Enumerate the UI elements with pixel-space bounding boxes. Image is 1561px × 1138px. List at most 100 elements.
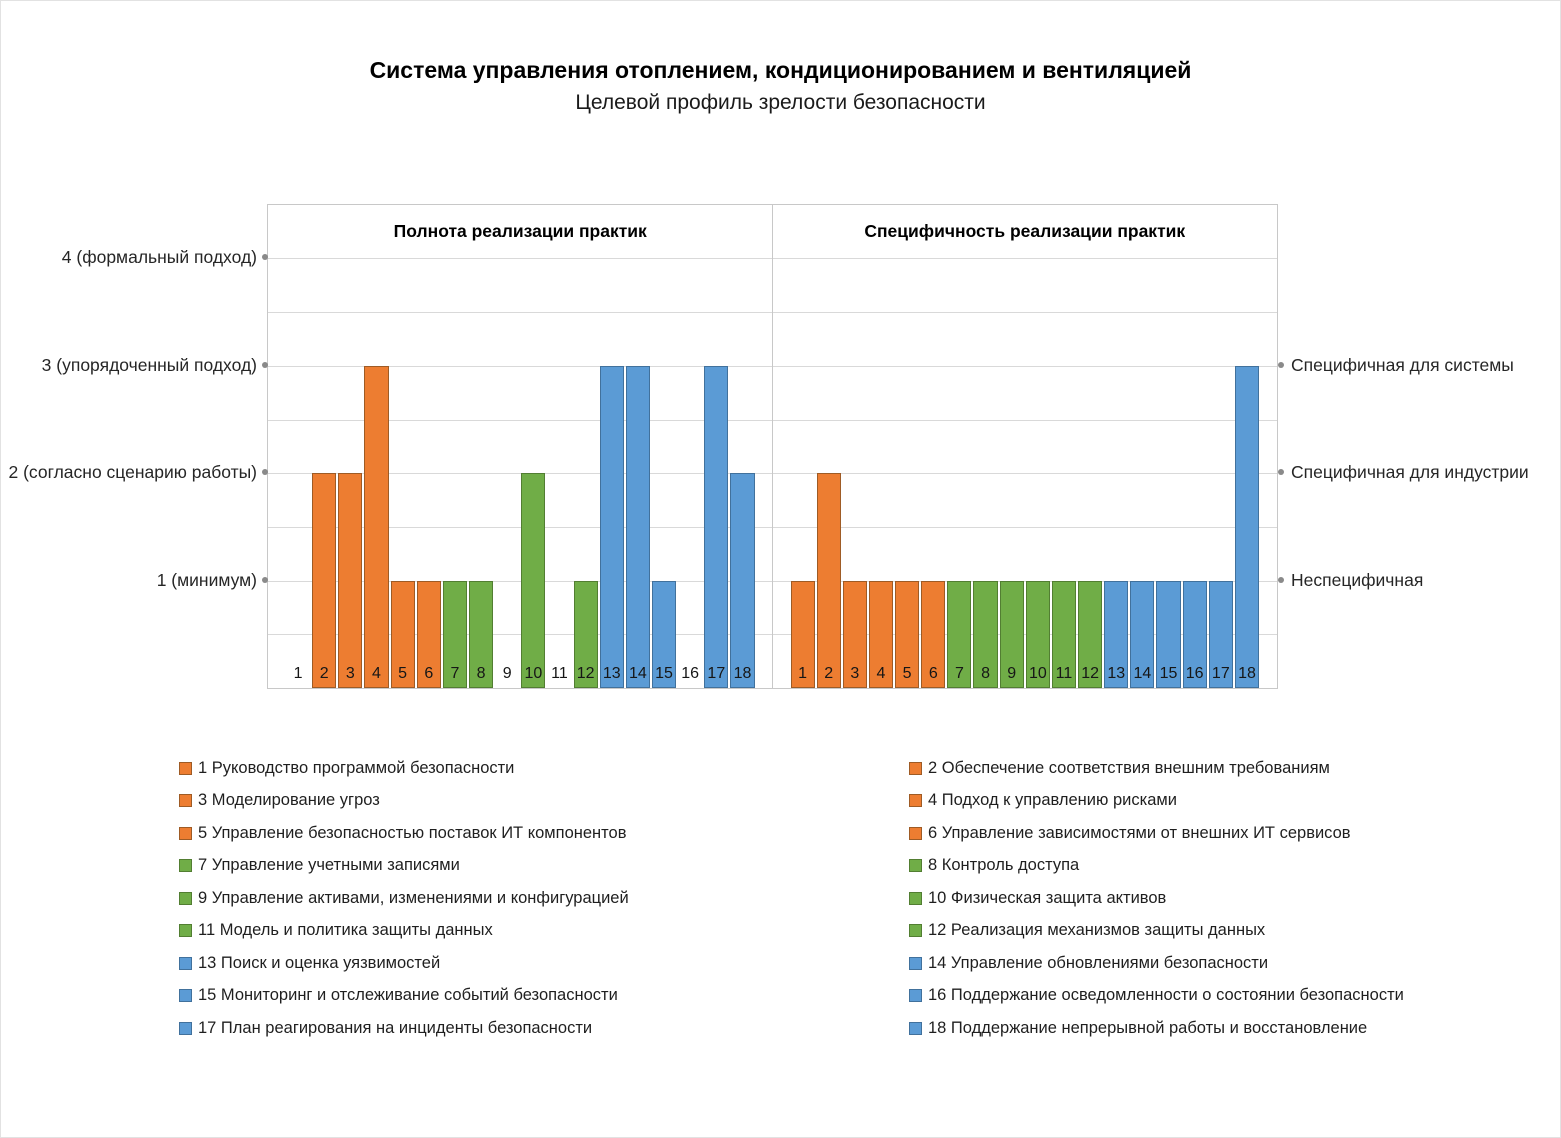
x-tick-label: 6 [424,665,434,682]
legend-item-13: 13 Поиск и оценка уязвимостей [179,954,440,972]
legend-label: 16 Поддержание осведомленности о состоян… [928,986,1404,1004]
bar-panel2-practice17 [1208,580,1233,688]
legend-label: 13 Поиск и оценка уязвимостей [198,953,441,972]
x-tick-label: 17 [1211,665,1230,682]
category-slot: 18 [1234,205,1260,688]
category-slot: 14 [1129,205,1155,688]
legend-swatch [909,859,922,872]
x-tick-label: 16 [681,665,700,682]
x-tick-label: 6 [928,665,938,682]
legend-swatch [909,794,922,807]
legend-item-3: 3 Моделирование угроз [179,791,380,810]
bar-panel2-practice3 [842,580,867,688]
legend-item-6: 6 Управление зависимостями от внешних ИТ… [909,824,1351,842]
bar-panel2-practice5 [895,580,920,688]
category-slot: 4 [363,205,389,688]
axis-tick-dot [262,576,268,583]
legend-swatch [179,956,192,970]
panel-headers: Полнота реализации практик Специфичность… [268,205,1277,258]
bar-panel1-practice15 [651,580,677,688]
axis-tick-dot [1278,469,1284,476]
category-slot: 2 [311,205,337,688]
legend-swatch [179,826,192,840]
x-tick-label: 3 [345,665,355,682]
bar-panel1-practice10 [521,473,546,688]
category-slot: 7 [946,205,972,688]
legend-swatch [179,1021,192,1035]
category-slot: 9 [999,205,1025,688]
legend-item-10: 10 Физическая защита активов [909,889,1166,907]
x-tick-label: 9 [502,665,512,682]
legend-swatch [179,859,192,872]
bar-panel1-practice17 [704,365,729,688]
bar-panel1-practice5 [390,580,415,688]
x-tick-label: 12 [1081,665,1100,682]
x-tick-label: 1 [798,665,808,682]
y-axis-label-right: Специфичная для системы [1291,354,1514,375]
bar-panel1-practice3 [338,473,363,688]
x-tick-label: 8 [476,665,486,682]
bar-panel1-practice8 [468,580,494,688]
y-axis-label-left: 3 (упорядоченный подход) [41,354,257,375]
legend-item-12: 12 Реализация механизмов защиты данных [909,921,1266,940]
x-tick-label: 11 [551,665,568,682]
x-tick-label: 7 [450,665,460,682]
legend-swatch [179,989,192,1002]
legend-item-14: 14 Управление обновлениями безопасности [909,954,1268,972]
x-tick-label: 1 [293,665,303,682]
legend-label: 17 План реагирования на инциденты безопа… [198,1018,593,1037]
legend-swatch [179,924,192,937]
x-tick-label: 18 [733,665,752,682]
bar-panel2-practice8 [973,580,998,688]
bar-panel1-practice2 [312,473,337,688]
x-tick-label: 2 [824,665,834,682]
category-slot: 9 [494,205,520,688]
legend-label: 12 Реализация механизмов защиты данных [928,921,1266,939]
category-slot: 3 [337,205,363,688]
category-slot: 15 [1155,205,1181,688]
plot-area: 1 2 3 4 5 6 7 8 9 10 11 12 13 14 15 16 17 18 1 2 3 4 5 6 7 8 9 10 1… [267,204,1278,689]
x-tick-label: 11 [1055,665,1073,682]
x-tick-label: 9 [1007,665,1017,682]
legend-label: 2 Обеспечение соответствия внешним требо… [928,758,1330,777]
x-tick-label: 16 [1185,665,1204,682]
x-tick-label: 14 [629,665,647,682]
x-tick-label: 15 [655,665,673,682]
legend-label: 1 Руководство программой безопасности [198,758,515,777]
legend-item-5: 5 Управление безопасностью поставок ИТ к… [179,824,626,842]
category-slot: 12 [573,205,599,688]
legend-item-9: 9 Управление активами, изменениями и кон… [179,889,629,907]
panel-header-completeness: Полнота реализации практик [393,221,647,241]
legend-swatch [909,956,922,970]
y-axis-label-left: 4 (формальный подход) [61,247,257,268]
category-slot: 13 [599,205,625,688]
bar-panel1-practice14 [625,365,650,688]
bar-panel2-practice16 [1182,580,1207,688]
axis-tick-dot [262,254,268,261]
category-slot: 6 [920,205,946,688]
bar-panel2-practice9 [999,580,1024,688]
category-slot: 12 [1077,205,1103,688]
bar-panel2-practice2 [816,473,841,688]
panels-layer: 1 2 3 4 5 6 7 8 9 10 11 12 13 14 15 16 17 18 1 2 3 4 5 6 7 8 9 10 1… [268,205,1277,688]
category-slot: 2 [816,205,842,688]
x-tick-label: 4 [876,665,886,682]
bar-panel2-practice4 [868,580,894,688]
axis-tick-dot [262,361,268,368]
x-tick-label: 8 [981,665,990,682]
legend-item-18: 18 Поддержание непрерывной работы и восс… [909,1019,1367,1037]
category-slot: 10 [520,205,546,688]
bar-panel2-practice14 [1130,580,1155,688]
category-slot: 3 [842,205,868,688]
y-axis-label-left: 1 (минимум) [156,569,257,590]
bar-panel2-practice13 [1104,580,1129,688]
bar-panel1-practice18 [730,473,755,688]
x-tick-label: 5 [398,665,408,682]
x-tick-label: 10 [1028,665,1047,682]
axis-tick-dot [1278,361,1284,368]
legend-label: 5 Управление безопасностью поставок ИТ к… [198,823,627,842]
legend-label: 9 Управление активами, изменениями и кон… [198,888,629,907]
x-tick-label: 7 [954,665,964,682]
y-axis-label-left: 2 (согласно сценарию работы) [8,462,257,483]
category-slot: 8 [972,205,998,688]
